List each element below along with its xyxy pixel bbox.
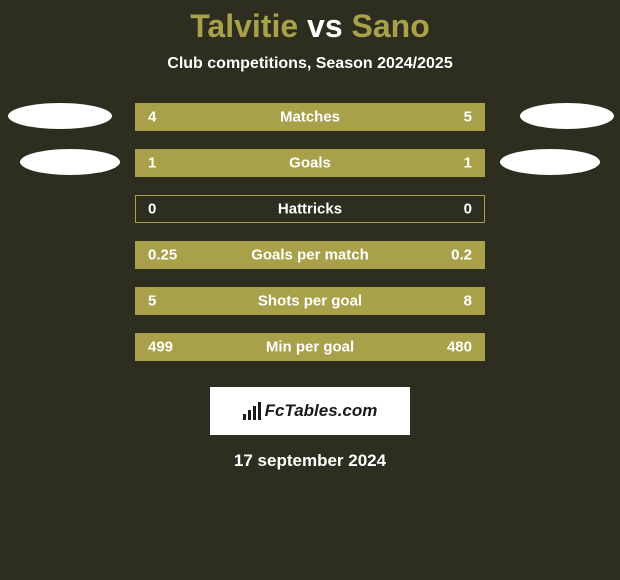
stat-row: 0.250.2Goals per match	[0, 241, 620, 287]
stat-row: 499480Min per goal	[0, 333, 620, 379]
stat-bar: 45Matches	[135, 103, 485, 131]
stat-fill-right	[310, 150, 484, 176]
ellipse-left	[8, 103, 112, 129]
stat-value-left: 5	[148, 293, 156, 310]
stats-list: 45Matches11Goals00Hattricks0.250.2Goals …	[0, 103, 620, 379]
stat-value-left: 1	[148, 155, 156, 172]
stat-fill-right	[289, 104, 484, 130]
card-subtitle: Club competitions, Season 2024/2025	[0, 55, 620, 73]
comparison-card: Talvitie vs Sano Club competitions, Seas…	[0, 0, 620, 580]
ellipse-right	[500, 149, 600, 175]
stat-value-left: 0	[148, 201, 156, 218]
title-vs: vs	[307, 8, 343, 44]
fctables-logo: FcTables.com	[210, 387, 410, 435]
stat-row: 0 0Hattricks	[0, 195, 620, 241]
stat-fill-left	[136, 104, 289, 130]
stat-bar: 11Goals	[135, 149, 485, 177]
stat-fill-left	[136, 150, 310, 176]
card-date: 17 september 2024	[0, 451, 620, 471]
stat-bar: 0 0Hattricks	[135, 195, 485, 223]
stat-bar: 499480Min per goal	[135, 333, 485, 361]
stat-row: 58Shots per goal	[0, 287, 620, 333]
stat-value-left: 499	[148, 339, 173, 356]
card-title: Talvitie vs Sano	[0, 8, 620, 45]
ellipse-left	[20, 149, 120, 175]
title-player1: Talvitie	[190, 8, 298, 44]
stat-value-right: 5	[464, 109, 472, 126]
chart-arrow-icon	[243, 402, 261, 420]
stat-fill-right	[268, 288, 484, 314]
stat-value-right: 8	[464, 293, 472, 310]
ellipse-right	[520, 103, 614, 129]
fctables-logo-text: FcTables.com	[265, 401, 378, 421]
stat-value-left: 4	[148, 109, 156, 126]
title-player2: Sano	[352, 8, 430, 44]
stat-value-right: 0.2	[451, 247, 472, 264]
stat-value-left: 0.25	[148, 247, 177, 264]
stat-row: 11Goals	[0, 149, 620, 195]
stat-value-right: 480	[447, 339, 472, 356]
stat-row: 45Matches	[0, 103, 620, 149]
fctables-logo-inner: FcTables.com	[243, 401, 378, 421]
stat-label: Hattricks	[136, 201, 484, 218]
stat-bar: 0.250.2Goals per match	[135, 241, 485, 269]
stat-value-right: 0	[464, 201, 472, 218]
stat-value-right: 1	[464, 155, 472, 172]
stat-bar: 58Shots per goal	[135, 287, 485, 315]
